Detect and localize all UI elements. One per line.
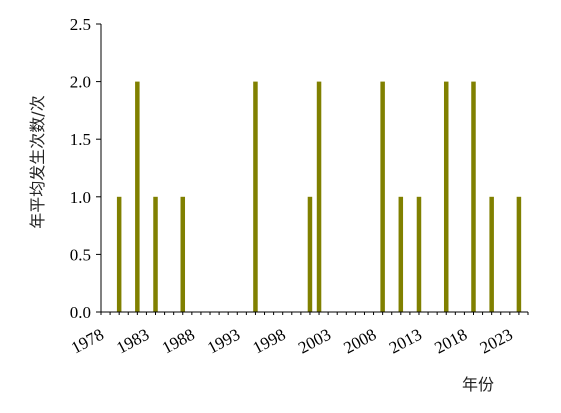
bar — [398, 196, 404, 312]
bar — [316, 81, 322, 312]
x-ticks-group: 1978 1983 1988 1993 1998 2003 2008 2013 2018 2023 — [68, 312, 529, 358]
x-axis-title: 年份 — [462, 375, 494, 394]
bar — [116, 196, 122, 312]
y-tick-label: 0.5 — [70, 245, 91, 264]
bar — [416, 196, 422, 312]
bar — [443, 81, 449, 312]
bar — [135, 81, 140, 312]
x-tick-label: 2018 — [431, 325, 470, 358]
bar — [253, 81, 258, 312]
y-axis-title: 年平均发生次数/次 — [28, 95, 47, 228]
bar — [180, 196, 186, 312]
y-tick-label: 1.0 — [70, 188, 91, 207]
x-tick-label: 1993 — [204, 325, 243, 358]
x-tick-label: 2013 — [386, 325, 425, 358]
bar — [380, 81, 385, 312]
y-tick-label: 2.0 — [70, 73, 91, 92]
bar — [153, 196, 158, 312]
y-tick-label: 1.5 — [70, 130, 91, 149]
x-tick-label: 1978 — [68, 325, 107, 358]
bar — [307, 196, 313, 312]
y-tick-label: 0.0 — [70, 303, 91, 322]
x-tick-label: 2023 — [477, 325, 516, 358]
bars-group — [116, 81, 522, 312]
x-tick-label: 1988 — [159, 325, 198, 358]
bar — [516, 196, 522, 312]
x-tick-label: 1998 — [250, 325, 289, 358]
y-tick-label: 2.5 — [70, 15, 91, 34]
y-ticks-group: 0.0 0.5 1.0 1.5 2.0 2.5 — [70, 15, 101, 322]
bar — [471, 81, 476, 312]
x-tick-label: 2008 — [340, 325, 379, 358]
x-tick-label: 1983 — [113, 325, 152, 358]
x-tick-label: 2003 — [295, 325, 334, 358]
bar — [489, 196, 494, 312]
